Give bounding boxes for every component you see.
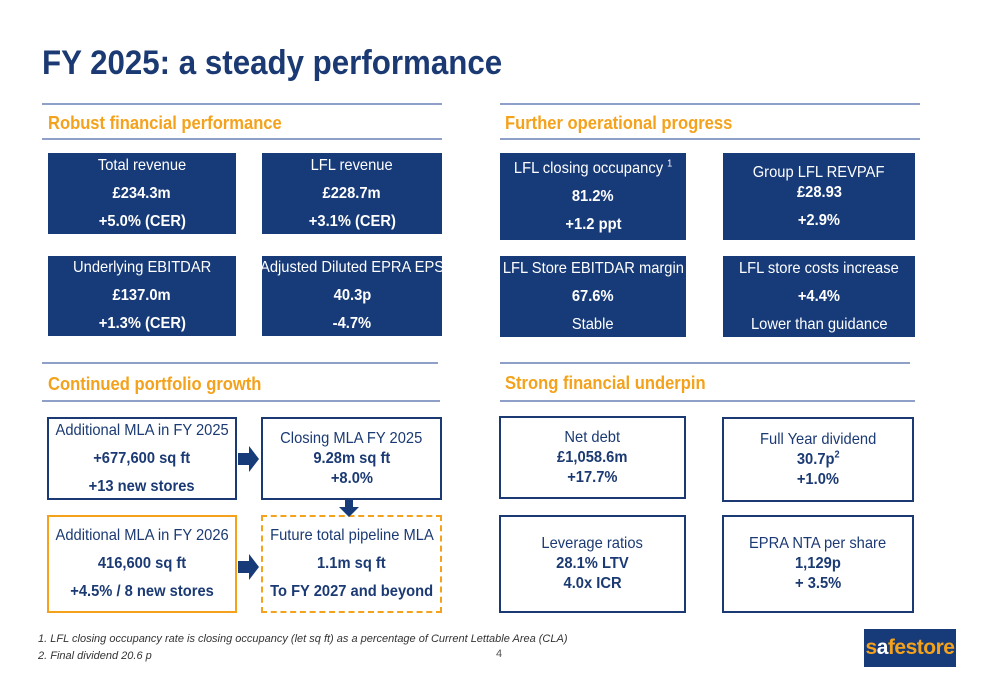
kpi-label: Additional MLA in FY 2025	[55, 421, 229, 439]
kpi-label: Adjusted Diluted EPRA EPS	[259, 259, 445, 276]
section-rule	[500, 138, 920, 140]
section-rule	[42, 400, 440, 402]
kpi-label: Net debt	[564, 428, 621, 446]
kpi-card-additional-mla-2026: Additional MLA in FY 2026 416,600 sq ft …	[47, 515, 237, 613]
kpi-card-additional-mla-2025: Additional MLA in FY 2025 +677,600 sq ft…	[47, 417, 237, 500]
kpi-card-lfl-occupancy: LFL closing occupancy 1 81.2% +1.2 ppt	[500, 153, 686, 240]
section-rule	[42, 362, 438, 364]
footnote-1: 1. LFL closing occupancy rate is closing…	[38, 633, 568, 645]
kpi-value: 416,600 sq ft	[97, 555, 187, 572]
section-title-financial: Robust financial performance	[48, 113, 282, 133]
kpi-value: £228.7m	[322, 184, 382, 202]
footnote-2: 2. Final dividend 20.6 p	[38, 650, 152, 662]
safestore-logo: s a festore	[864, 629, 956, 667]
kpi-value: £1,058.6m	[557, 448, 628, 466]
kpi-value: 67.6%	[572, 287, 614, 305]
section-title-operational: Further operational progress	[505, 113, 733, 133]
kpi-change: -4.7%	[332, 315, 372, 332]
kpi-value: 40.3p	[333, 287, 371, 304]
footnote-ref: 2	[834, 449, 840, 461]
kpi-change: +3.1% (CER)	[308, 212, 396, 230]
kpi-change: To FY 2027 and beyond	[269, 583, 434, 600]
kpi-value: £137.0m	[112, 287, 172, 304]
kpi-change: +1.0%	[796, 470, 840, 488]
kpi-change: 4.0x ICR	[563, 575, 622, 592]
section-title-portfolio: Continued portfolio growth	[48, 374, 262, 394]
kpi-label: LFL Store EBITDAR margin	[502, 259, 684, 277]
kpi-value: 1.1m sq ft	[317, 555, 386, 572]
kpi-value: 9.28m sq ft	[313, 449, 390, 467]
kpi-change: +5.0% (CER)	[98, 212, 186, 230]
kpi-label: Full Year dividend	[759, 430, 877, 448]
kpi-label: Underlying EBITDAR	[72, 259, 212, 276]
kpi-value: +677,600 sq ft	[93, 449, 191, 467]
kpi-card-ebitdar-margin: LFL Store EBITDAR margin 67.6% Stable	[500, 256, 686, 337]
kpi-card-closing-mla: Closing MLA FY 2025 9.28m sq ft +8.0%	[261, 417, 442, 500]
kpi-card-total-revenue: Total revenue £234.3m +5.0% (CER)	[48, 153, 236, 234]
kpi-card-lfl-revenue: LFL revenue £228.7m +3.1% (CER)	[262, 153, 442, 234]
section-rule	[500, 362, 910, 364]
kpi-card-epra-nta: EPRA NTA per share 1,129p + 3.5%	[722, 515, 914, 613]
kpi-label: LFL revenue	[310, 156, 394, 174]
kpi-label: Group LFL REVPAF	[753, 163, 885, 181]
kpi-change: +13 new stores	[89, 477, 195, 495]
kpi-card-net-debt: Net debt £1,058.6m +17.7%	[499, 416, 686, 499]
kpi-label: EPRA NTA per share	[749, 535, 887, 552]
kpi-change: Stable	[572, 315, 614, 333]
kpi-value: 30.7p2	[796, 449, 840, 468]
arrow-right-icon	[238, 554, 259, 580]
section-title-underpin: Strong financial underpin	[505, 373, 706, 393]
kpi-card-store-costs: LFL store costs increase +4.4% Lower tha…	[723, 256, 915, 337]
kpi-label: Future total pipeline MLA	[269, 527, 434, 544]
arrow-down-icon	[339, 500, 359, 517]
kpi-change: Lower than guidance	[750, 315, 888, 333]
kpi-card-dividend: Full Year dividend 30.7p2 +1.0%	[722, 417, 914, 502]
page-number: 4	[496, 648, 503, 660]
kpi-label: Total revenue	[97, 156, 187, 174]
kpi-label: LFL closing occupancy 1	[513, 158, 673, 177]
kpi-change: + 3.5%	[794, 575, 842, 592]
section-rule	[500, 400, 915, 402]
kpi-value: 1,129p	[795, 555, 841, 572]
kpi-card-underlying-ebitdar: Underlying EBITDAR £137.0m +1.3% (CER)	[48, 256, 236, 336]
kpi-change: +8.0%	[330, 469, 373, 487]
kpi-card-revpaf: Group LFL REVPAF £28.93 +2.9%	[723, 153, 915, 240]
kpi-card-leverage: Leverage ratios 28.1% LTV 4.0x ICR	[499, 515, 686, 613]
kpi-change: +4.5% / 8 new stores	[70, 583, 214, 600]
kpi-value: £28.93	[796, 183, 842, 201]
kpi-change: +1.3% (CER)	[98, 315, 186, 332]
kpi-value: £234.3m	[112, 184, 172, 202]
kpi-label: LFL store costs increase	[739, 259, 899, 277]
kpi-label: Closing MLA FY 2025	[280, 429, 423, 447]
section-rule	[42, 138, 442, 140]
kpi-card-adjusted-eps: Adjusted Diluted EPRA EPS 40.3p -4.7%	[259, 256, 445, 336]
kpi-change: +2.9%	[797, 211, 841, 229]
kpi-change: +17.7%	[567, 468, 618, 486]
kpi-value: 28.1% LTV	[556, 555, 629, 572]
kpi-value: +4.4%	[797, 287, 841, 305]
section-rule	[42, 103, 442, 105]
kpi-change: +1.2 ppt	[564, 215, 622, 233]
kpi-card-future-pipeline: Future total pipeline MLA 1.1m sq ft To …	[261, 515, 442, 613]
kpi-label: Leverage ratios	[541, 535, 644, 552]
arrow-right-icon	[238, 446, 259, 472]
page-title: FY 2025: a steady performance	[42, 44, 503, 82]
footnote-ref: 1	[667, 158, 673, 170]
section-rule	[500, 103, 920, 105]
kpi-value: 81.2%	[572, 187, 614, 205]
kpi-label: Additional MLA in FY 2026	[55, 527, 229, 544]
